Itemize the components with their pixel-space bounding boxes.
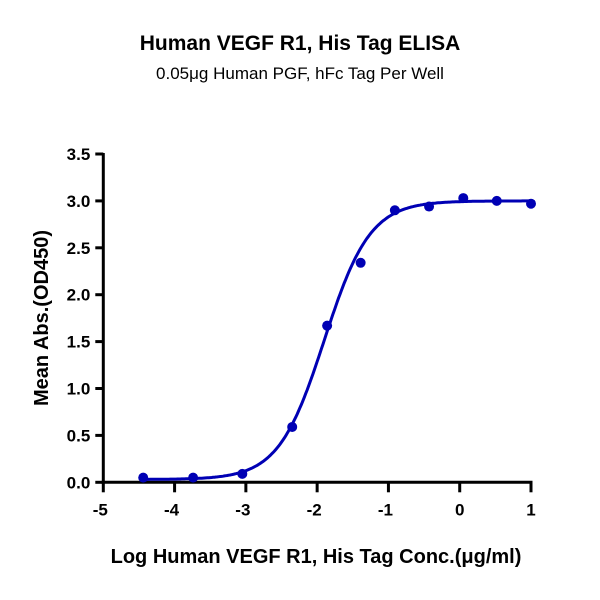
x-tick-label: -1 [378, 500, 393, 519]
data-point [355, 257, 366, 268]
y-tick-label: 3.5 [67, 145, 91, 164]
data-point [138, 472, 149, 483]
y-tick-label: 0.0 [67, 473, 91, 492]
x-tick-label: -4 [164, 500, 180, 519]
x-axis-label: Log Human VEGF R1, His Tag Conc.(μg/ml) [111, 546, 522, 568]
data-point [188, 472, 199, 483]
x-tick-label: -5 [93, 500, 108, 519]
chart-title: Human VEGF R1, His Tag ELISA [139, 32, 461, 55]
data-point [389, 205, 400, 216]
data-point [237, 468, 248, 479]
y-tick-label: 1.5 [67, 333, 91, 352]
data-point [526, 198, 536, 209]
y-tick-label: 0.5 [67, 426, 91, 445]
y-tick-label: 2.5 [67, 239, 91, 258]
y-tick-label: 3.0 [67, 192, 91, 211]
data-point [322, 320, 333, 331]
data-point [458, 193, 469, 204]
x-tick-label: 0 [455, 500, 464, 519]
y-tick-label: 2.0 [67, 286, 91, 305]
fit-curve [143, 199, 531, 481]
y-tick-label: 1.0 [67, 380, 91, 399]
chart-subtitle: 0.05μg Human PGF, hFc Tag Per Well [156, 64, 444, 83]
data-point [287, 421, 298, 432]
data-point [491, 195, 502, 206]
x-tick-label: 1 [526, 500, 535, 519]
x-tick-label: -2 [307, 500, 322, 519]
y-axis-label: Mean Abs.(OD450) [31, 230, 53, 406]
x-tick-label: -3 [235, 500, 250, 519]
data-point [424, 201, 435, 212]
